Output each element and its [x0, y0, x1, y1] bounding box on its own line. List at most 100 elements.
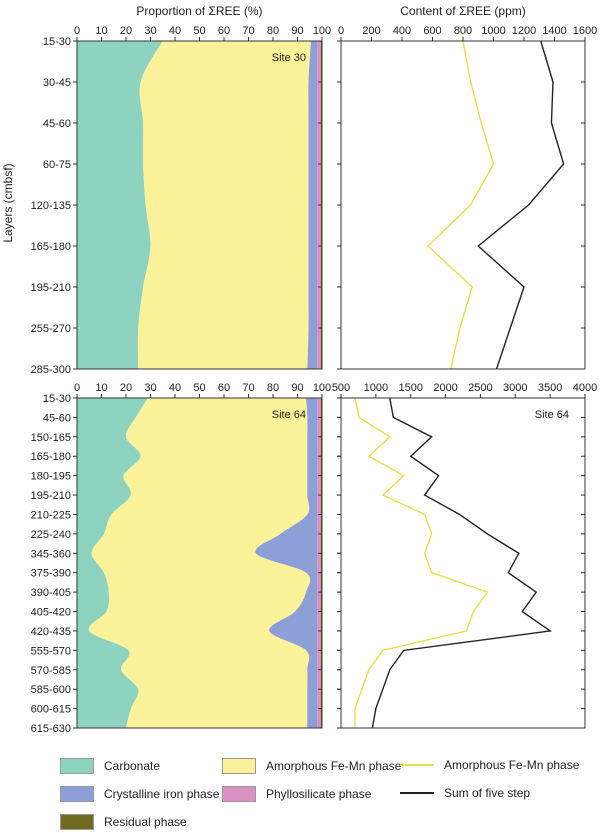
- legend-label-carbonate: Carbonate: [104, 759, 161, 773]
- legend-label-phyllosilicate: Phyllosilicate phase: [266, 787, 372, 801]
- y-tick-label: 45-60: [43, 412, 71, 424]
- x-tick-label: 100: [313, 382, 331, 394]
- area-amorphous-fe-mn-phase: [88, 398, 311, 728]
- plot-frame: [340, 397, 586, 729]
- area-crystalline-iron-phase: [255, 398, 318, 728]
- legend-swatch-carbonate: [60, 758, 94, 774]
- x-tick-label: 4000: [573, 382, 597, 394]
- x-tick-label: 80: [267, 25, 279, 37]
- y-tick-label: 570-585: [31, 665, 71, 677]
- y-tick-label: 120-135: [31, 200, 71, 212]
- x-tick-label: 90: [291, 382, 303, 394]
- legend-label-line-sum: Sum of five step: [444, 786, 531, 800]
- x-tick-label: 2500: [468, 382, 492, 394]
- x-tick-label: 400: [393, 25, 411, 37]
- y-tick-label: 30-45: [43, 77, 71, 89]
- legend-swatch-residual: [60, 814, 94, 830]
- x-tick-label: 40: [169, 382, 181, 394]
- legend-item-crystalline: Crystalline iron phase: [60, 786, 219, 802]
- area-phyllosilicate-phase: [317, 398, 321, 728]
- area-amorphous-fe-mn-phase: [137, 41, 311, 369]
- x-tick-label: 30: [144, 382, 156, 394]
- x-tick-label: 100: [313, 25, 331, 37]
- site30-proportion-chart: 0 10 20 30 40 50 60 70 80 90 100 15-30 30-45 45-60 60-…: [31, 4, 332, 376]
- y-tick-label: 45-60: [43, 118, 71, 130]
- x-tick-label: 500: [332, 382, 350, 394]
- site-annotation: Site 30: [272, 52, 306, 64]
- y-tick-label: 285-300: [31, 364, 71, 376]
- y-tick-label: 420-435: [31, 626, 71, 638]
- y-tick-label: 375-390: [31, 568, 71, 580]
- legend-label-amorphous: Amorphous Fe-Mn phase: [266, 759, 402, 773]
- legend-swatch-phyllosilicate: [222, 786, 256, 802]
- x-tick-label: 200: [362, 25, 380, 37]
- x-tick-label: 20: [120, 382, 132, 394]
- x-tick-label: 1000: [481, 25, 505, 37]
- y-tick-label: 195-210: [31, 282, 71, 294]
- x-tick-label: 70: [242, 25, 254, 37]
- y-tick-label: 555-570: [31, 645, 71, 657]
- site64-content-chart: 500 1000 1500 2000 2500 3000 3500 4000 Site 64: [332, 382, 597, 729]
- y-tick-label: 165-180: [31, 451, 71, 463]
- x-tick-label: 10: [95, 382, 107, 394]
- y-tick-label: 60-75: [43, 159, 71, 171]
- line-sum-of-five-step: [477, 40, 565, 370]
- legend-item-line-amorphous: Amorphous Fe-Mn phase: [400, 758, 579, 772]
- legend-swatch-crystalline: [60, 786, 94, 802]
- x-tick-label: 80: [267, 382, 279, 394]
- site-annotation: Site 64: [272, 409, 306, 421]
- legend-label-line-amorphous: Amorphous Fe-Mn phase: [444, 758, 580, 772]
- x-tick-label: 1200: [512, 25, 536, 37]
- x-tick-label: 1400: [542, 25, 566, 37]
- x-tick-label: 1500: [398, 382, 422, 394]
- x-tick-label: 0: [338, 25, 344, 37]
- legend-item-carbonate: Carbonate: [60, 758, 160, 774]
- y-tick-label: 585-600: [31, 684, 71, 696]
- y-tick-label: 255-270: [31, 323, 71, 335]
- legend-label-crystalline: Crystalline iron phase: [104, 787, 220, 801]
- site30-content-chart: 0 200 400 600 800 1000 1200 1400 1600 Content of …: [337, 4, 597, 370]
- x-tick-label: 50: [193, 382, 205, 394]
- y-tick-label: 15-30: [43, 36, 71, 48]
- legend-item-line-sum: Sum of five step: [400, 786, 530, 800]
- legend-item-residual: Residual phase: [60, 814, 187, 830]
- x-tick-label: 3500: [538, 382, 562, 394]
- x-tick-label: 3000: [503, 382, 527, 394]
- plot-area: [341, 398, 585, 728]
- legend-line-amorphous: [400, 764, 434, 766]
- legend-item-amorphous: Amorphous Fe-Mn phase: [222, 758, 401, 774]
- y-tick-label: 150-165: [31, 432, 71, 444]
- legend-line-sum: [400, 792, 434, 794]
- site64-proportion-chart: 0 10 20 30 40 50 60 70 80 90 100 15-30 45-60 150-165 1…: [31, 382, 332, 735]
- x-tick-label: 0: [74, 25, 80, 37]
- x-tick-label: 30: [144, 25, 156, 37]
- x-tick-label: 600: [423, 25, 441, 37]
- line-amorphous-fe-mn-phase: [426, 40, 495, 370]
- area-crystalline-iron-phase: [307, 41, 318, 369]
- x-tick-label: 1600: [573, 25, 597, 37]
- y-tick-label: 15-30: [43, 393, 71, 405]
- x-tick-label: 90: [291, 25, 303, 37]
- y-tick-label: 405-420: [31, 607, 71, 619]
- legend-label-residual: Residual phase: [104, 815, 187, 829]
- chart-title: Proportion of ΣREE (%): [136, 4, 262, 18]
- x-tick-label: 70: [242, 382, 254, 394]
- chart-title: Content of ΣREE (ppm): [400, 4, 525, 18]
- y-tick-label: 225-240: [31, 529, 71, 541]
- y-tick-label: 615-630: [31, 723, 71, 735]
- x-tick-label: 2000: [433, 382, 457, 394]
- x-tick-label: 60: [218, 382, 230, 394]
- x-tick-label: 0: [74, 382, 80, 394]
- plot-area: [341, 41, 585, 369]
- x-tick-label: 800: [454, 25, 472, 37]
- legend: Carbonate Crystalline iron phase Residua…: [0, 750, 600, 833]
- y-tick-label: 600-615: [31, 704, 71, 716]
- x-tick-label: 10: [95, 25, 107, 37]
- x-tick-label: 20: [120, 25, 132, 37]
- line-amorphous-fe-mn-phase: [354, 397, 489, 728]
- area-carbonate: [77, 41, 163, 369]
- x-tick-label: 50: [193, 25, 205, 37]
- site-annotation: Site 64: [535, 409, 569, 421]
- y-tick-label: 390-405: [31, 587, 71, 599]
- x-tick-label: 60: [218, 25, 230, 37]
